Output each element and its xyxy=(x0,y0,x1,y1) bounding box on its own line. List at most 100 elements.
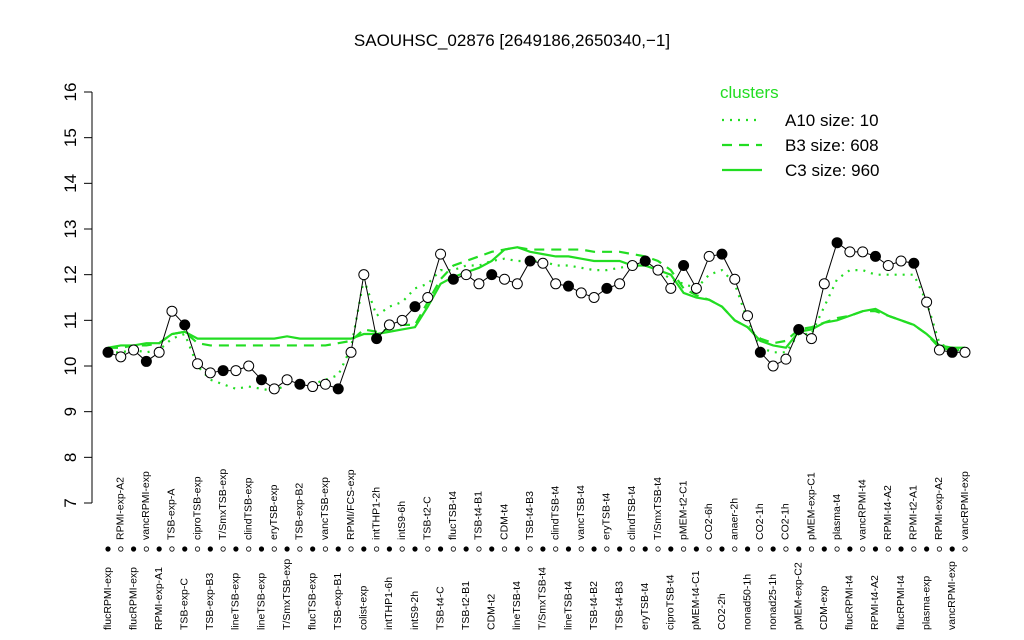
x-tick-label: lineTSB-t4 xyxy=(511,581,523,630)
category-dot xyxy=(834,546,840,552)
category-dot xyxy=(105,546,111,552)
category-dot xyxy=(489,546,495,552)
x-tick-label: CO2-2h xyxy=(716,593,728,630)
category-dot xyxy=(706,546,712,552)
x-tick-label: pMEM-exp-C1 xyxy=(805,472,817,540)
data-point xyxy=(524,255,536,267)
data-point xyxy=(882,260,894,272)
category-dot xyxy=(207,546,213,552)
x-tick-label: RPMI-t2-A1 xyxy=(908,485,920,540)
category-dot xyxy=(885,546,891,552)
y-tick-label: 13 xyxy=(61,220,80,239)
data-point xyxy=(831,237,843,249)
category-dot xyxy=(246,546,252,552)
data-point xyxy=(921,296,933,308)
x-tick-label: intS9-6h xyxy=(396,501,408,540)
x-tick-label: vancRPMI-exp xyxy=(140,471,152,540)
data-point xyxy=(486,269,498,281)
x-tick-label: flucRPMI-exp xyxy=(102,567,114,630)
category-dot xyxy=(169,546,175,552)
category-dot xyxy=(668,546,674,552)
x-tick-label: pMEM-t2-C1 xyxy=(677,480,689,540)
y-tick-label: 12 xyxy=(61,265,80,284)
y-tick-label: 7 xyxy=(61,498,80,507)
category-dot xyxy=(847,546,853,552)
data-point xyxy=(115,351,127,363)
data-point xyxy=(319,378,331,390)
category-dot xyxy=(680,546,687,552)
x-tick-label: TSB-t4-B3 xyxy=(613,581,625,630)
category-dot xyxy=(872,546,879,552)
x-tick-label: flucRPMI-t4 xyxy=(844,575,856,630)
x-tick-label: clindTSB-t4 xyxy=(626,486,638,540)
x-tick-label: colist-exp xyxy=(358,585,370,630)
category-dot xyxy=(194,546,201,552)
data-point xyxy=(281,374,293,386)
data-point xyxy=(806,333,818,345)
y-tick-label: 14 xyxy=(61,174,80,193)
category-dot xyxy=(258,546,265,552)
data-point xyxy=(460,269,472,281)
x-tick-label: T/SmxTSB-exp xyxy=(281,559,293,630)
data-point xyxy=(729,273,741,285)
x-tick-label: TSB-exp-B3 xyxy=(204,573,216,630)
data-point xyxy=(345,346,357,358)
category-dot xyxy=(732,546,738,552)
data-point xyxy=(192,358,204,370)
data-point xyxy=(793,323,805,335)
y-tick-label: 9 xyxy=(61,407,80,416)
category-dot xyxy=(412,546,418,552)
data-point xyxy=(153,346,165,358)
category-dot xyxy=(591,546,597,552)
x-tick-label: pMEM-t4-C1 xyxy=(690,570,702,630)
chart-title: SAOUHSC_02876 [2649186,2650340,−1] xyxy=(354,31,670,50)
x-tick-label: T/SmxTSB-exp xyxy=(217,469,229,540)
x-tick-label: eryTSB-exp xyxy=(268,484,280,540)
x-tick-label: CO2-6h xyxy=(703,503,715,540)
x-tick-label: TSB-t4-B2 xyxy=(588,581,600,630)
category-dot xyxy=(911,546,917,552)
category-dot xyxy=(374,546,380,552)
legend-label: C3 size: 960 xyxy=(785,161,880,180)
x-tick-label: T/SmxTSB-t4 xyxy=(652,477,664,540)
legend: clusters A10 size: 10 B3 size: 608 C3 size… xyxy=(720,83,880,180)
category-dot xyxy=(233,546,239,552)
data-point xyxy=(588,292,600,303)
x-tick-label: vancRPMI-exp xyxy=(946,561,958,630)
data-point xyxy=(230,365,242,377)
data-point xyxy=(383,319,395,331)
x-tick-label: intTHP1-2h xyxy=(370,487,382,540)
category-dot xyxy=(130,546,137,552)
data-point xyxy=(102,346,114,358)
x-tick-label: RPMI-t4-A2 xyxy=(869,575,881,630)
x-tick-label: vancTSB-exp xyxy=(319,477,331,540)
x-tick-label: eryTSB-t4 xyxy=(601,493,613,540)
category-dot xyxy=(361,546,367,552)
category-dot xyxy=(476,546,482,552)
category-dot xyxy=(156,546,162,552)
category-dot xyxy=(949,546,955,552)
x-tick-label: TSB-t2-C xyxy=(422,496,434,540)
data-point xyxy=(268,383,280,395)
category-dot xyxy=(297,546,303,552)
x-tick-label: T/SmxTSB-t4 xyxy=(537,567,549,630)
data-point xyxy=(703,250,715,262)
category-dot xyxy=(540,546,546,552)
x-tick-label: RPMI-exp-A2 xyxy=(933,477,945,540)
category-dot xyxy=(182,546,188,552)
category-dot xyxy=(693,546,699,552)
x-tick-label: TSB-exp-B2 xyxy=(294,483,306,540)
category-dot xyxy=(757,546,763,552)
data-point xyxy=(140,355,152,367)
category-dot xyxy=(118,546,124,552)
x-tick-label: intTHP1-6h xyxy=(383,577,395,630)
data-point xyxy=(678,260,690,272)
x-tick-label: vancTSB-t4 xyxy=(575,485,587,540)
data-point xyxy=(396,314,408,326)
data-point xyxy=(562,280,574,292)
data-point xyxy=(844,246,856,258)
data-point xyxy=(959,346,971,358)
category-dot xyxy=(501,546,508,552)
data-point xyxy=(780,353,792,365)
